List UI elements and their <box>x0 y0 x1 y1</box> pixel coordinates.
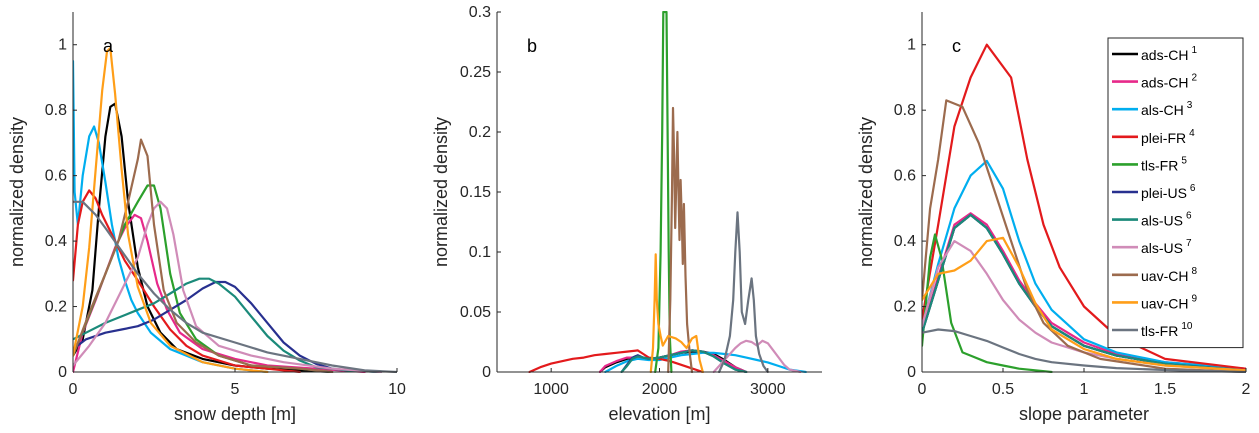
x-tick-label: 0.5 <box>992 381 1014 398</box>
legend-entry-superscript: 2 <box>1191 73 1197 84</box>
series-line-9 <box>922 99 1246 373</box>
x-axis-label: elevation [m] <box>608 404 710 424</box>
legend-entry-superscript: 1 <box>1191 45 1197 56</box>
legend-entry-superscript: 7 <box>1186 238 1192 249</box>
legend-entry-superscript: 3 <box>1187 100 1193 111</box>
x-tick-label: 1.5 <box>1154 381 1176 398</box>
series-line-3 <box>922 159 1246 370</box>
y-tick-label: 0.8 <box>45 102 67 119</box>
series-line-10 <box>73 46 269 373</box>
legend-entry-label: ads-CH 1 <box>1141 45 1197 63</box>
series-line-11 <box>718 211 769 373</box>
x-tick-label: 1 <box>1080 381 1089 398</box>
series-line-10 <box>649 253 704 373</box>
x-tick-label: 10 <box>388 381 406 398</box>
series-line-7 <box>620 349 748 373</box>
y-tick-label: 0.2 <box>894 299 916 316</box>
y-tick-label: 0.2 <box>469 124 491 141</box>
series-line-10 <box>922 236 1246 372</box>
series-group <box>73 46 397 373</box>
legend-entry-label: uav-CH 9 <box>1141 293 1197 311</box>
y-tick-label: 0.2 <box>45 299 67 316</box>
series-line-5 <box>922 233 1053 373</box>
legend-entry-superscript: 10 <box>1181 321 1193 332</box>
series-group <box>528 11 807 373</box>
y-tick-label: 0 <box>907 364 916 381</box>
legend-entry-label: tls-FR 5 <box>1141 155 1187 173</box>
legend: ads-CH 1 ads-CH 2 als-CH 3 plei-FR 4 tls-FR 5 plei… <box>1107 37 1244 349</box>
panel-b: 1000 2000 3000 0 0.05 0.1 0.15 0.2 0.25 0.3 elevat… <box>431 4 822 424</box>
y-tick-label: 1 <box>58 37 67 54</box>
panel-c: 0 0.5 1 1.5 2 0 0.2 0.4 0.6 0.8 1 slope parameter no… <box>856 12 1251 424</box>
y-tick-label: 0 <box>482 364 491 381</box>
series-line-11 <box>73 200 397 373</box>
legend-entry-label: als-CH 3 <box>1141 100 1193 118</box>
legend-entry-label: ads-CH 2 <box>1141 73 1197 91</box>
legend-entry-superscript: 9 <box>1191 293 1197 304</box>
series-line-5 <box>654 11 673 373</box>
x-tick-label: 0 <box>918 381 927 398</box>
panel-letter: a <box>103 36 114 56</box>
y-axis-label: normalized density <box>7 117 27 267</box>
legend-entry-superscript: 6 <box>1186 211 1192 222</box>
y-tick-label: 0.25 <box>460 64 491 81</box>
y-tick-label: 0.3 <box>469 4 491 21</box>
y-axis-label: normalized density <box>856 117 876 267</box>
x-tick-label: 2 <box>1242 381 1251 398</box>
legend-entry-superscript: 6 <box>1190 183 1196 194</box>
x-axis-label: slope parameter <box>1019 404 1149 424</box>
panel-letter: c <box>952 36 961 56</box>
legend-entry-label: plei-FR 4 <box>1141 128 1195 146</box>
series-group <box>922 43 1246 373</box>
series-line-9 <box>667 106 694 373</box>
y-tick-label: 0.1 <box>469 244 491 261</box>
y-tick-label: 0.05 <box>460 304 491 321</box>
y-tick-label: 0.4 <box>894 233 916 250</box>
panel-letter: b <box>527 36 537 56</box>
series-line-8 <box>712 339 802 373</box>
legend-entry-superscript: 8 <box>1191 266 1197 277</box>
x-tick-label: 0 <box>69 381 78 398</box>
legend-entry-superscript: 5 <box>1181 155 1187 166</box>
series-line-7 <box>73 277 382 373</box>
y-tick-label: 0.6 <box>894 168 916 185</box>
x-tick-label: 1000 <box>533 381 569 398</box>
series-line-11 <box>922 328 1246 373</box>
series-line-9 <box>73 138 334 373</box>
legend-entry-label: als-US 6 <box>1141 211 1192 229</box>
series-line-4 <box>73 189 301 373</box>
y-tick-label: 0.15 <box>460 184 491 201</box>
series-line-2 <box>922 212 1246 370</box>
y-tick-label: 0.8 <box>894 102 916 119</box>
y-tick-label: 0.6 <box>45 168 67 185</box>
series-line-8 <box>73 200 382 373</box>
x-tick-label: 5 <box>231 381 240 398</box>
legend-entry-superscript: 4 <box>1189 128 1195 139</box>
y-tick-label: 0.4 <box>45 233 67 250</box>
series-line-2 <box>73 213 366 373</box>
x-tick-label: 3000 <box>750 381 786 398</box>
legend-entry-label: plei-US 6 <box>1141 183 1196 201</box>
x-axis-label: snow depth [m] <box>174 404 296 424</box>
series-line-7 <box>922 213 1246 372</box>
y-tick-label: 0 <box>58 364 67 381</box>
y-axis-label: normalized density <box>431 117 451 267</box>
panel-a: 0 5 10 0 0.2 0.4 0.6 0.8 1 snow depth [m] normaliz… <box>7 12 406 424</box>
x-tick-label: 2000 <box>642 381 678 398</box>
y-tick-label: 1 <box>907 37 916 54</box>
legend-entry-label: uav-CH 8 <box>1141 266 1197 284</box>
legend-entry-label: als-US 7 <box>1141 238 1192 256</box>
